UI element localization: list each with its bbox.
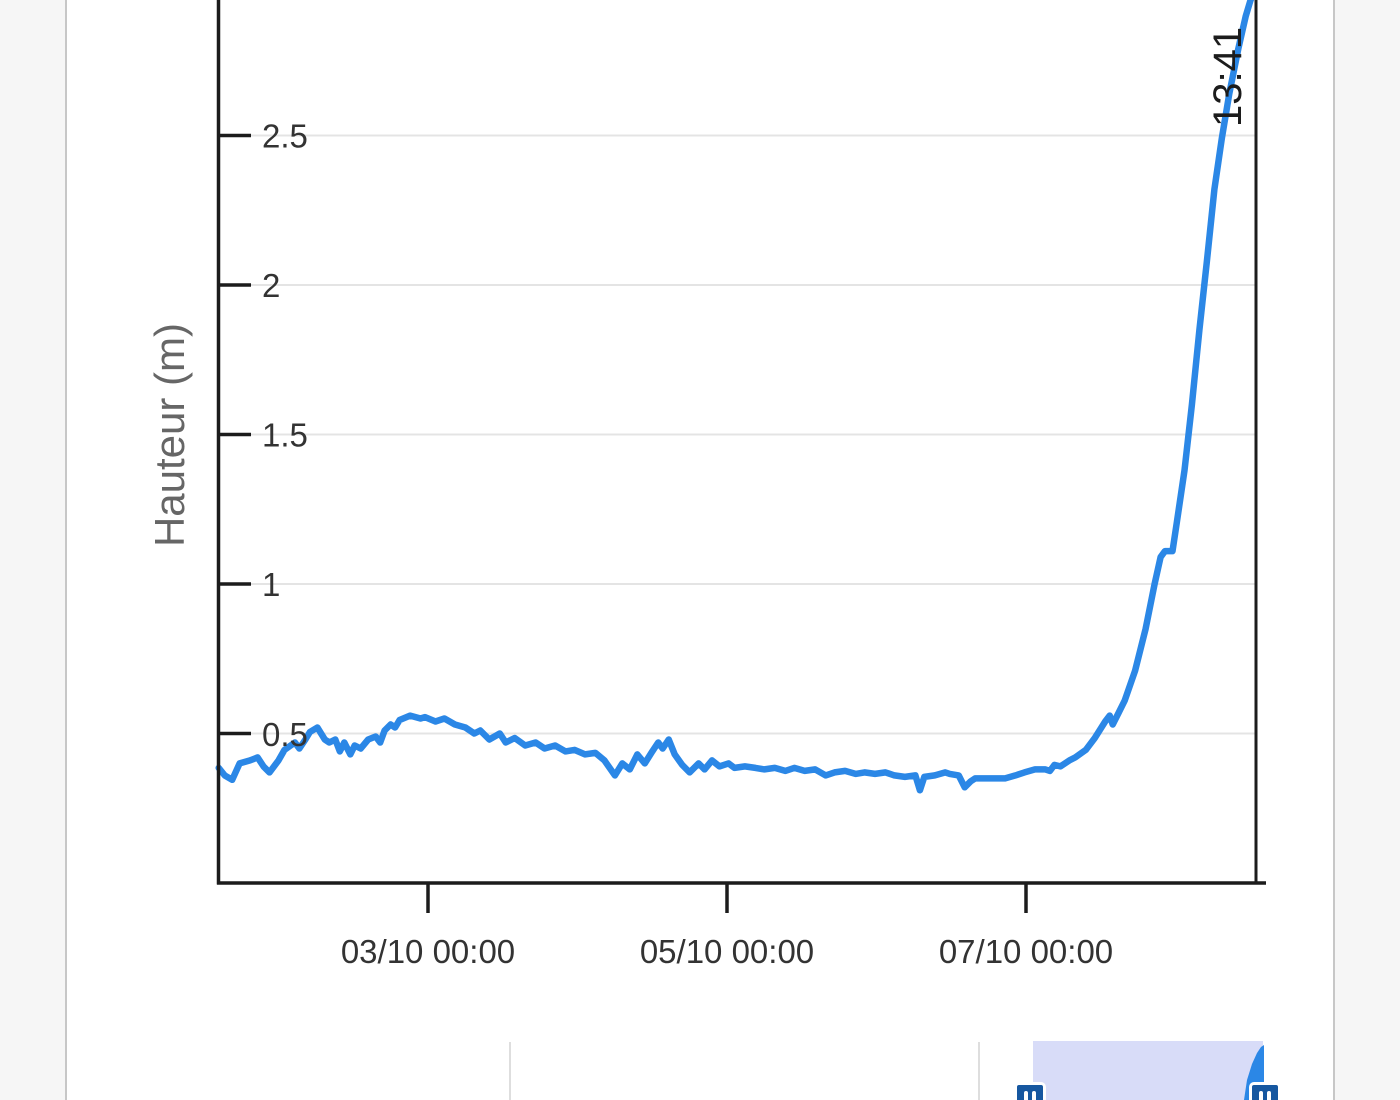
brush-handle-right[interactable] bbox=[1249, 1082, 1281, 1100]
grip-lines-icon bbox=[1024, 1091, 1028, 1100]
x-tick-label-03-10: 03/10 00:00 bbox=[341, 933, 515, 970]
brush-minichart bbox=[1244, 1045, 1264, 1100]
brush-handle-left[interactable] bbox=[1014, 1082, 1046, 1100]
y-tick-label-1.5: 1.5 bbox=[262, 417, 308, 454]
series-line-hauteur bbox=[215, 0, 1255, 794]
y-axis-title: Hauteur (m) bbox=[146, 323, 193, 547]
y-tick-label-0.5: 0.5 bbox=[262, 716, 308, 753]
y-tick-label-1: 1 bbox=[262, 566, 280, 603]
right-page-gutter bbox=[1333, 0, 1400, 1100]
labels-layer: 0.5 1 1.5 2 2.5 03/10 00:00 05/10 00:00 … bbox=[146, 27, 1250, 970]
grip-lines-icon bbox=[1259, 1091, 1263, 1100]
grip-lines-icon bbox=[1032, 1091, 1036, 1100]
brush-gridline bbox=[978, 1042, 980, 1100]
time-range-brush[interactable] bbox=[68, 1040, 1333, 1100]
plot-layer bbox=[215, 0, 1266, 913]
last-value-time-label: 13:41 bbox=[1206, 27, 1250, 127]
brush-selection[interactable] bbox=[1033, 1041, 1263, 1100]
grip-lines-icon bbox=[1267, 1091, 1271, 1100]
brush-gridline bbox=[509, 1042, 511, 1100]
left-page-gutter bbox=[0, 0, 67, 1100]
x-tick-label-05-10: 05/10 00:00 bbox=[640, 933, 814, 970]
y-tick-label-2: 2 bbox=[262, 267, 280, 304]
y-tick-label-2.5: 2.5 bbox=[262, 118, 308, 155]
x-tick-label-07-10: 07/10 00:00 bbox=[939, 933, 1113, 970]
